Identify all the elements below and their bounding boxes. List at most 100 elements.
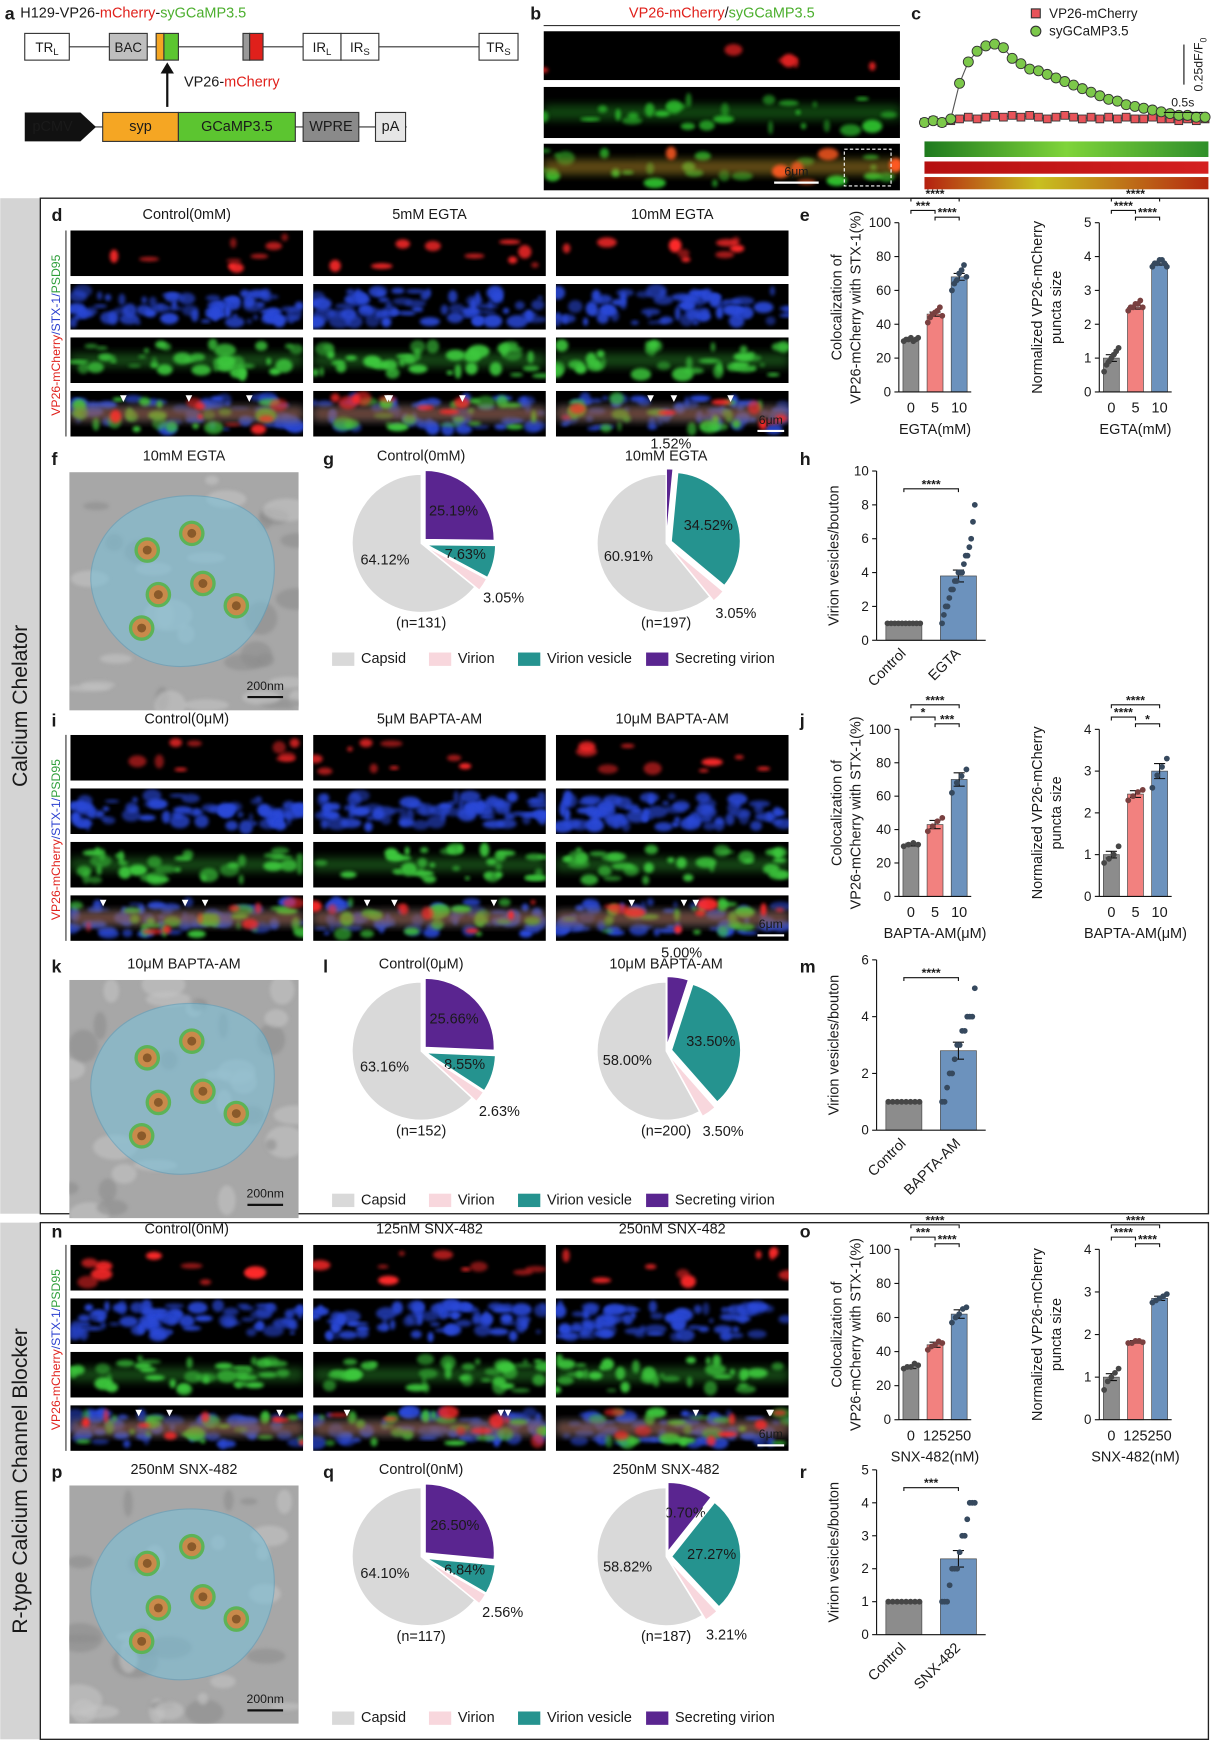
arrowhead: [276, 1409, 283, 1417]
x-tick-label: 5: [1131, 905, 1139, 921]
micrograph-blob: [478, 310, 497, 314]
micrograph-blob: [253, 1323, 264, 1331]
marker: [990, 111, 999, 120]
micrograph-blob: [214, 343, 236, 357]
micrograph-blob: [229, 262, 244, 273]
micrograph-blob: [712, 1354, 722, 1367]
marker: [1139, 114, 1149, 124]
micrograph-blob: [289, 343, 304, 355]
micrograph-blob: [204, 420, 224, 435]
micrograph-blob: [91, 1438, 110, 1445]
micrograph-blob: [313, 1312, 321, 1320]
y-tick-label: 4: [1084, 1242, 1092, 1257]
micrograph-blob: [583, 1368, 589, 1380]
y-tick-label: 6: [861, 952, 868, 967]
section-frame: [39, 197, 1210, 1215]
micrograph-blob: [603, 814, 624, 823]
significance-label: ****: [926, 693, 945, 707]
micrograph-blob: [96, 864, 102, 876]
micrograph-blob: [294, 301, 304, 311]
micrograph-blob: [416, 1353, 435, 1365]
micrograph-blob: [603, 1304, 626, 1316]
panel-letter: o: [800, 1222, 811, 1242]
marker: [1086, 112, 1096, 122]
bar: [940, 1050, 977, 1131]
micrograph-blob: [646, 311, 652, 319]
micrograph-blob: [275, 358, 293, 373]
micrograph-blob: [511, 1303, 532, 1316]
scale-label: 6μm: [759, 413, 783, 427]
micrograph-blob: [194, 1315, 213, 1322]
channel-label-part: /STX-1/: [49, 1307, 63, 1349]
data-point: [1110, 851, 1117, 858]
insert-mcherry: [249, 32, 264, 61]
micrograph-blob: [182, 1325, 202, 1331]
micrograph-blob: [639, 1325, 646, 1332]
micrograph-blob: [313, 297, 332, 310]
micrograph-blob: [330, 393, 341, 403]
x-tick-label: 125: [1123, 1428, 1147, 1444]
micrograph-blob: [70, 304, 86, 315]
micrograph-blob: [672, 800, 690, 812]
micrograph-blob: [601, 357, 606, 367]
micrograph-blob: [534, 868, 544, 878]
micrograph-blob: [713, 364, 724, 379]
micrograph: [313, 1244, 546, 1291]
data-point: [949, 1070, 956, 1077]
virion-core: [142, 1053, 152, 1063]
marker: [927, 115, 939, 127]
micrograph-blob: [327, 1412, 350, 1417]
micrograph: [70, 283, 304, 330]
micrograph-blob: [800, 122, 807, 130]
micrograph-blob: [779, 305, 789, 312]
micrograph-blob: [672, 1320, 685, 1332]
em-texture: [96, 1199, 128, 1216]
bar: [1151, 1298, 1168, 1421]
y-tick-label: 5: [861, 1462, 868, 1477]
micrograph-bg: [70, 734, 304, 781]
micrograph-blob: [85, 306, 98, 316]
panel-title: 10mM EGTA: [143, 449, 226, 465]
legend-swatch: [428, 1193, 452, 1208]
micrograph-streak: [313, 857, 546, 872]
micrograph-blob: [694, 151, 711, 161]
micrograph-blob: [530, 1434, 545, 1448]
micrograph-blob: [172, 1311, 183, 1318]
micrograph-blob: [489, 1413, 504, 1429]
micrograph-blob: [508, 256, 518, 264]
micrograph-blob: [410, 1300, 425, 1313]
micrograph-blob: [169, 738, 183, 748]
micrograph-blob: [733, 352, 753, 362]
micrograph-blob: [391, 287, 405, 294]
micrograph-blob: [756, 766, 771, 771]
micrograph-blob: [77, 1275, 98, 1289]
pie-slice: [424, 977, 495, 1051]
micrograph-blob: [381, 316, 392, 328]
micrograph-blob: [556, 1376, 574, 1385]
micrograph-blob: [644, 1264, 657, 1270]
micrograph-blob: [543, 148, 552, 154]
micrograph-blob: [261, 288, 271, 299]
micrograph-blob: [132, 797, 138, 803]
micrograph-blob: [317, 767, 333, 775]
micrograph-blob: [169, 1378, 176, 1389]
micrograph-blob: [327, 802, 341, 811]
data-point: [916, 1098, 923, 1105]
micrograph-blob: [258, 1372, 278, 1378]
micrograph-blob: [118, 866, 132, 879]
micrograph-blob: [644, 1324, 667, 1334]
pie-value-label: 25.66%: [430, 1012, 479, 1028]
micrograph-blob: [128, 864, 148, 876]
data-point: [970, 518, 976, 525]
genome-label-sub: S: [363, 47, 369, 58]
micrograph-blob: [761, 1305, 774, 1313]
micrograph-blob: [506, 315, 528, 328]
micrograph-blob: [674, 306, 681, 321]
micrograph-blob: [583, 1320, 590, 1325]
micrograph-blob: [224, 316, 245, 328]
micrograph-blob: [110, 359, 117, 363]
micrograph-blob: [528, 802, 546, 808]
arrowhead: [120, 395, 127, 402]
micrograph-blob: [486, 858, 497, 866]
micrograph-blob: [706, 1435, 716, 1447]
